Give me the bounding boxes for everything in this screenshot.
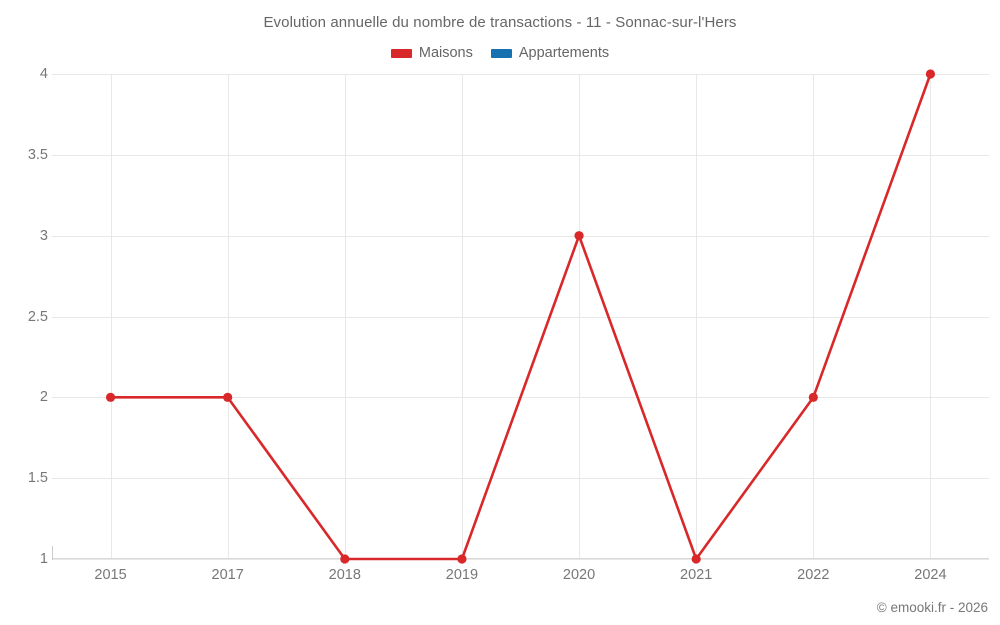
y-axis-tick-label: 3.5 [27, 146, 48, 163]
legend-item-appartements[interactable]: Appartements [490, 45, 610, 61]
x-axis-tick-label: 2022 [797, 567, 830, 583]
x-axis-line [52, 558, 989, 559]
gridline-vertical [930, 74, 932, 559]
y-axis-tick-label: 3 [39, 227, 48, 244]
x-axis-tick-label: 2021 [680, 567, 713, 583]
data-point-marker[interactable] [457, 554, 467, 564]
gridline-horizontal [52, 74, 989, 75]
data-point-marker[interactable] [105, 392, 116, 402]
x-axis-tick-label: 2020 [562, 567, 596, 583]
gridline-horizontal [52, 316, 989, 318]
x-axis-tick-labels: 2015 2017 2018 2019 2020 2021 2022 2024 [52, 567, 989, 589]
legend-label-maisons: Maisons [418, 45, 473, 61]
gridline-horizontal [52, 559, 989, 560]
legend-swatch-maisons [390, 48, 412, 58]
gridline-horizontal [52, 235, 989, 237]
y-axis-tick-label: 1 [39, 551, 48, 567]
gridline-vertical [696, 74, 698, 559]
chart-legend: Maisons Appartements [0, 45, 1000, 61]
series-line-maisons [109, 72, 932, 561]
gridline-vertical [110, 74, 112, 559]
data-point-marker[interactable] [691, 554, 701, 564]
gridline-horizontal [52, 154, 989, 156]
x-axis-tick-label: 2024 [914, 567, 947, 583]
gridline-horizontal [52, 478, 989, 480]
y-axis-tick-label: 2.5 [27, 308, 48, 325]
x-axis-tick-label: 2015 [94, 567, 127, 583]
data-point-marker[interactable] [574, 231, 584, 241]
y-axis-line [52, 546, 53, 560]
y-axis-tick-label: 2 [39, 389, 48, 406]
series-layer [105, 69, 936, 564]
legend-item-maisons[interactable]: Maisons [390, 45, 473, 61]
gridline-vertical [461, 74, 463, 559]
gridline-vertical [813, 74, 815, 559]
gridline-vertical [579, 74, 581, 559]
legend-swatch-appartements [490, 48, 512, 58]
chart-title: Evolution annuelle du nombre de transact… [263, 14, 737, 31]
plot-area [52, 69, 989, 564]
gridline-vertical [344, 74, 346, 559]
legend-label-appartements: Appartements [518, 45, 610, 61]
y-axis-tick-label: 1.5 [27, 470, 48, 487]
data-point-marker[interactable] [340, 554, 350, 564]
x-axis-tick-label: 2019 [445, 567, 479, 583]
gridline-vertical [227, 74, 229, 559]
y-axis-tick-label: 4 [39, 66, 48, 82]
data-point-marker[interactable] [223, 392, 233, 402]
footer-credit: © emooki.fr - 2026 [876, 600, 988, 615]
x-axis-tick-label: 2017 [211, 567, 244, 583]
data-point-marker[interactable] [808, 392, 818, 402]
x-axis-tick-label: 2018 [328, 567, 361, 583]
y-axis-tick-labels: 1 1.5 2 2.5 3 3.5 4 [0, 66, 48, 567]
data-point-marker[interactable] [925, 69, 936, 79]
